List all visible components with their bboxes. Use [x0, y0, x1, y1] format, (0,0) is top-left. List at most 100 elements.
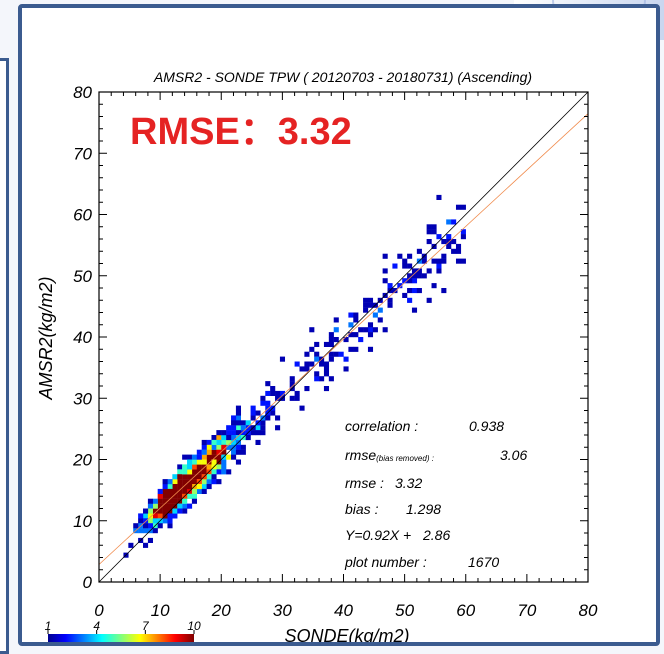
density-cell: [392, 288, 398, 294]
density-cell: [191, 493, 197, 499]
density-cell: [187, 459, 193, 465]
density-cell: [147, 523, 153, 529]
density-cell: [211, 454, 217, 460]
density-cell: [177, 484, 183, 490]
y-tick-label: 30: [73, 389, 92, 408]
density-cell: [387, 302, 393, 308]
x-tick-label: 30: [273, 601, 292, 620]
density-cell: [211, 444, 217, 450]
density-cell: [323, 371, 330, 377]
density-cell: [167, 523, 173, 529]
density-cell: [177, 503, 183, 509]
density-cell: [328, 376, 334, 382]
density-cell: [328, 337, 334, 343]
density-cell: [348, 332, 354, 338]
density-cell: [451, 248, 457, 254]
density-cell: [460, 234, 466, 240]
density-cell: [387, 283, 393, 289]
density-cell: [255, 439, 261, 445]
density-cell: [206, 459, 212, 465]
density-cell: [431, 224, 437, 230]
density-cell: [177, 464, 183, 470]
density-cell: [314, 371, 320, 377]
density-cell: [162, 498, 168, 504]
density-cell: [426, 224, 432, 230]
density-cell: [157, 523, 163, 529]
density-cell: [172, 488, 178, 494]
density-cell: [363, 302, 369, 308]
density-cell: [196, 454, 202, 460]
density-cell: [407, 297, 413, 303]
density-cell: [407, 278, 413, 284]
density-cell: [235, 420, 242, 426]
density-cell: [348, 322, 354, 328]
density-cell: [421, 273, 427, 279]
density-cell: [446, 243, 452, 249]
density-cell: [221, 464, 227, 470]
colorbar-tick-label: 4: [93, 619, 100, 633]
density-cell: [387, 297, 393, 303]
density-cell: [128, 542, 134, 548]
density-cell: [275, 425, 281, 431]
density-cell: [147, 498, 153, 504]
density-cell: [431, 258, 437, 264]
density-cell: [309, 361, 315, 367]
density-cell: [411, 273, 418, 279]
density-cell: [196, 488, 202, 494]
density-cell: [231, 449, 237, 455]
density-cell: [455, 204, 462, 210]
density-cell: [226, 439, 232, 445]
colorbar-tick-label: 10: [187, 619, 201, 633]
density-cell: [216, 439, 222, 445]
x-tick-label: 60: [456, 601, 475, 620]
density-cell: [407, 253, 413, 259]
density-cell: [211, 474, 217, 480]
density-cell: [201, 449, 207, 455]
stat-rmse-br-main: rmse: [345, 447, 376, 463]
density-cell: [196, 449, 202, 455]
density-cell: [187, 464, 193, 470]
density-cell: [196, 464, 202, 470]
fit-line: [98, 113, 589, 565]
density-cell: [377, 317, 383, 323]
density-cell: [343, 366, 349, 372]
density-cell: [343, 356, 349, 362]
density-cell: [358, 337, 364, 343]
density-cell: [221, 444, 227, 450]
density-cell: [260, 430, 266, 436]
density-cell: [333, 337, 339, 343]
density-cell: [416, 248, 422, 254]
density-cell: [182, 454, 188, 460]
density-cell: [216, 454, 222, 460]
density-cell: [382, 327, 388, 333]
density-cell: [182, 479, 188, 485]
density-cell: [147, 518, 153, 524]
density-cell: [172, 484, 178, 490]
density-cell: [157, 488, 163, 494]
density-cell: [152, 518, 158, 524]
density-cell: [216, 464, 222, 470]
density-cell: [226, 435, 232, 441]
x-tick-label: 80: [579, 601, 598, 620]
density-cell: [367, 332, 374, 338]
density-cell: [275, 415, 281, 421]
density-cell: [157, 503, 163, 509]
density-cell: [460, 204, 466, 210]
density-cell: [328, 356, 334, 362]
density-cell: [382, 278, 388, 284]
one-to-one-line: [98, 91, 589, 583]
density-cell: [348, 346, 354, 352]
density-cell: [191, 464, 197, 470]
density-cell: [167, 488, 173, 494]
density-cell: [402, 258, 408, 264]
density-cell: [353, 317, 359, 323]
density-cell: [191, 488, 197, 494]
stat-rmse-br-label: rmse(bias removed) :: [345, 447, 434, 463]
density-cell: [240, 444, 246, 450]
density-cell: [221, 435, 227, 441]
y-tick-labels: 0 10 20 30 40 50 60 70 80: [72, 83, 92, 592]
density-cell: [265, 415, 271, 421]
density-cell: [167, 479, 173, 485]
density-cell: [187, 469, 193, 475]
density-cell: [304, 361, 310, 367]
